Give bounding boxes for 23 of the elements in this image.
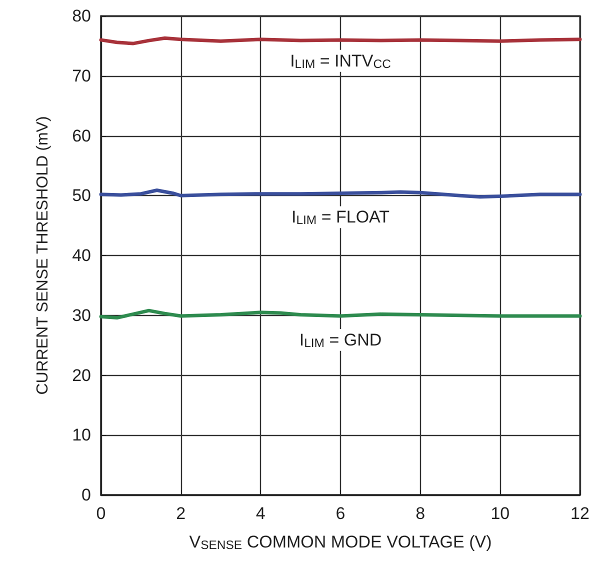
- y-tick-label: 80: [72, 6, 91, 26]
- x-tick-label: 6: [336, 504, 346, 523]
- y-axis-title: CURRENT SENSE THRESHOLD (mV): [34, 116, 52, 395]
- x-tick-label: 10: [490, 504, 510, 523]
- line-series: [99, 188, 582, 199]
- y-tick-label: 60: [72, 126, 91, 146]
- series-label: ILIM = INTVCC: [290, 51, 392, 71]
- x-tick-label: 4: [256, 504, 266, 523]
- x-tick-label: 12: [570, 504, 590, 523]
- x-tick-label: 0: [96, 504, 106, 523]
- y-tick-label: 10: [72, 426, 91, 445]
- x-axis-title: VSENSE COMMON MODE VOLTAGE (V): [189, 532, 492, 552]
- y-tick-label: 50: [72, 186, 91, 206]
- series-label: ILIM = GND: [299, 330, 382, 350]
- line-series: [99, 308, 582, 320]
- series-label: ILIM = FLOAT: [291, 208, 390, 228]
- y-tick-label: 70: [72, 66, 91, 86]
- y-tick-label: 0: [82, 486, 91, 504]
- x-tick-label: 8: [416, 504, 426, 523]
- y-tick-label: 30: [72, 306, 91, 325]
- x-tick-label: 2: [176, 504, 186, 523]
- y-tick-label: 20: [72, 366, 91, 385]
- y-tick-label: 40: [72, 246, 91, 265]
